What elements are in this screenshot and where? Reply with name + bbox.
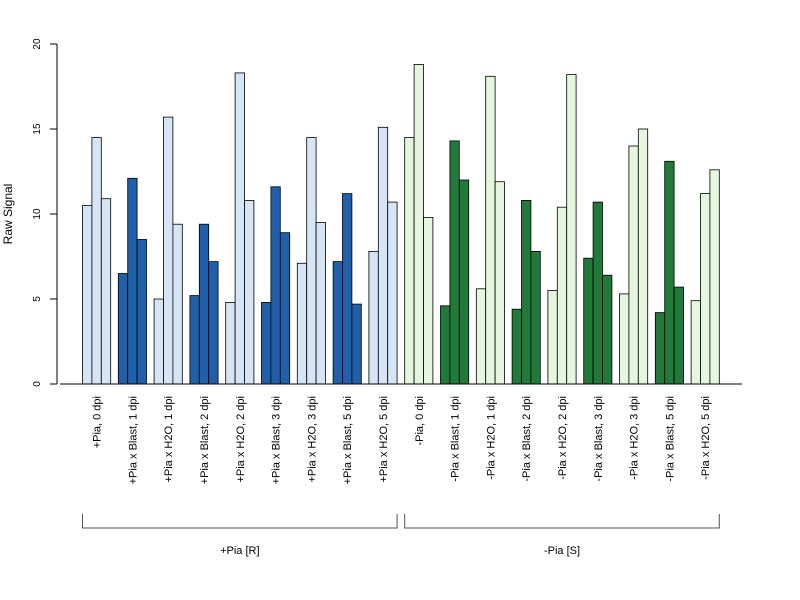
y-tick-label: 5: [32, 296, 43, 302]
x-tick-label: +Pia x Blast, 5 dpi: [342, 396, 354, 484]
x-tick-label: -Pia x Blast, 2 dpi: [521, 396, 533, 482]
group-brackets: +Pia [R] -Pia [S]: [82, 514, 720, 557]
bar: [91, 137, 102, 385]
bar: [673, 286, 684, 385]
y-axis: 0 5 10 15 20: [32, 38, 58, 387]
bars: [82, 64, 720, 385]
y-tick-label: 20: [32, 38, 43, 50]
bar: [234, 72, 245, 385]
x-tick-label: +Pia x H2O, 2 dpi: [235, 396, 247, 483]
bar: [244, 199, 255, 385]
bar: [485, 75, 496, 385]
bar: [602, 274, 613, 385]
x-tick-labels: +Pia, 0 dpi +Pia x Blast, 1 dpi +Pia x H2O…: [92, 396, 713, 484]
bar: [547, 290, 558, 385]
bar: [566, 74, 577, 385]
y-tick-label: 10: [32, 208, 43, 220]
bar: [387, 201, 398, 385]
bar: [664, 160, 675, 385]
bar: [637, 128, 649, 385]
bar: [279, 232, 291, 385]
bar: [494, 181, 505, 385]
bar: [709, 169, 720, 385]
bar: [700, 193, 711, 385]
x-tick-label: -Pia, 0 dpi: [414, 396, 426, 446]
bar: [261, 301, 272, 385]
x-tick-label: -Pia x Blast, 1 dpi: [450, 396, 462, 482]
bar: [82, 205, 93, 385]
bar: [475, 288, 487, 385]
bar: [136, 239, 147, 385]
x-tick-label: +Pia x H2O, 3 dpi: [306, 396, 318, 483]
bar: [342, 193, 353, 385]
bar: [690, 300, 701, 385]
bar: [351, 303, 362, 385]
group-label: +Pia [R]: [220, 545, 259, 557]
bar: [521, 199, 532, 385]
bar: [208, 261, 219, 385]
bar: [440, 305, 451, 385]
bar: [315, 222, 326, 385]
x-tick-label: +Pia x H2O, 1 dpi: [163, 396, 175, 483]
bar: [117, 273, 129, 385]
bar: [306, 137, 317, 385]
bar: [423, 216, 434, 385]
y-tick-label: 0: [32, 381, 43, 387]
x-tick-label: +Pia x Blast, 2 dpi: [199, 396, 211, 484]
x-tick-label: +Pia x Blast, 3 dpi: [271, 396, 283, 484]
group-bracket: [404, 514, 720, 529]
bar: [530, 250, 541, 385]
bar: [628, 145, 639, 385]
x-tick-label: -Pia x H2O, 5 dpi: [700, 396, 712, 480]
bar: [583, 257, 594, 385]
bar: [270, 186, 281, 385]
bar: [332, 261, 343, 385]
bar: [404, 137, 415, 385]
x-tick-label: -Pia x H2O, 1 dpi: [485, 396, 497, 480]
bar: [172, 223, 183, 385]
bar: [556, 206, 568, 385]
bar: [296, 262, 308, 385]
bar: [100, 198, 112, 385]
x-tick-label: -Pia x Blast, 3 dpi: [593, 396, 605, 482]
bar: [654, 312, 666, 385]
bar: [198, 223, 210, 385]
bar: [153, 298, 164, 385]
bar: [163, 116, 174, 385]
x-tick-label: -Pia x H2O, 2 dpi: [557, 396, 569, 480]
bar: [368, 250, 379, 385]
group-label: -Pia [S]: [544, 545, 580, 557]
bar: [619, 293, 630, 385]
x-tick-label: +Pia, 0 dpi: [92, 396, 104, 448]
bar: [458, 179, 470, 385]
bar: [511, 308, 522, 385]
bar: [189, 295, 200, 385]
x-tick-label: +Pia x H2O, 5 dpi: [378, 396, 390, 483]
bar: [592, 201, 603, 385]
bar: [377, 126, 389, 385]
group-bracket: [82, 514, 398, 529]
bar: [413, 64, 424, 385]
x-tick-label: -Pia x H2O, 3 dpi: [629, 396, 641, 480]
y-tick-label: 15: [32, 123, 43, 135]
bar: [449, 140, 460, 385]
x-tick-label: +Pia x Blast, 1 dpi: [127, 396, 139, 484]
bar: [127, 177, 138, 385]
x-tick-label: -Pia x Blast, 5 dpi: [664, 396, 676, 482]
y-axis-label: Raw Signal: [1, 184, 15, 245]
bar: [225, 301, 236, 385]
